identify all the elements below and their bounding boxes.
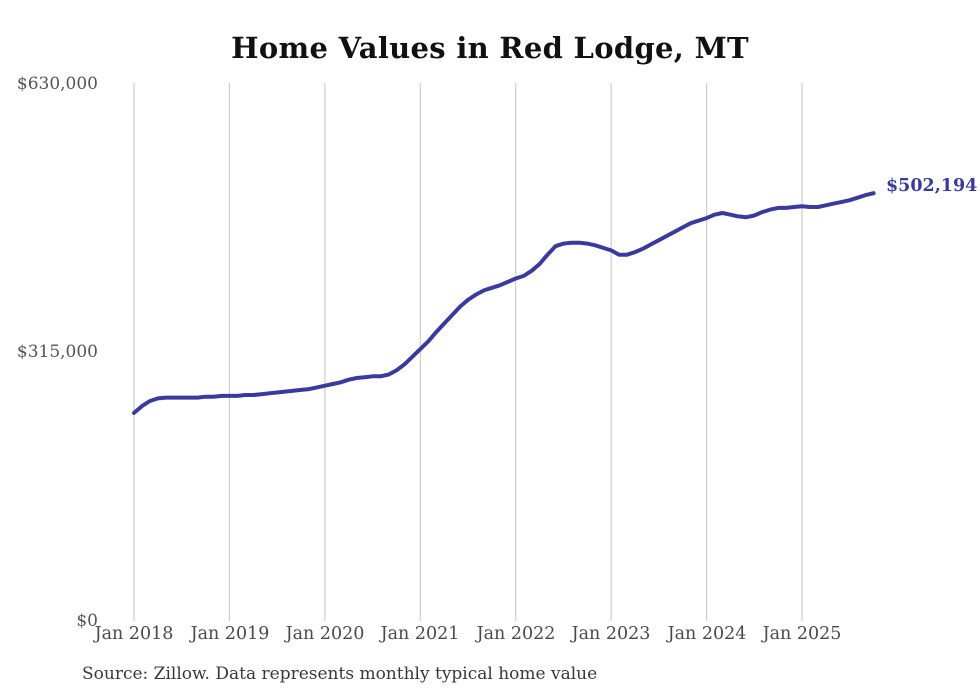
x-axis-label-jan-2021: Jan 2021 <box>380 624 460 644</box>
x-axis-label-jan-2020: Jan 2020 <box>285 624 365 644</box>
chart-title: Home Values in Red Lodge, MT <box>231 31 749 65</box>
x-axis-label-jan-2022: Jan 2022 <box>476 624 556 644</box>
x-axis-label-jan-2024: Jan 2024 <box>667 624 747 644</box>
y-axis-label-315000: $315,000 <box>16 342 98 362</box>
x-axis-label-jan-2025: Jan 2025 <box>762 624 842 644</box>
source-note: Source: Zillow. Data represents monthly … <box>82 664 598 684</box>
x-axis-label-jan-2019: Jan 2019 <box>190 624 270 644</box>
home-value-line <box>132 191 876 415</box>
latest-value-label: $502,194 <box>886 176 978 196</box>
y-axis-label-630000: $630,000 <box>16 74 98 94</box>
y-axis-label-0: $0 <box>76 611 98 631</box>
x-axis-label-jan-2023: Jan 2023 <box>571 624 651 644</box>
x-axis-label-jan-2018: Jan 2018 <box>94 624 174 644</box>
